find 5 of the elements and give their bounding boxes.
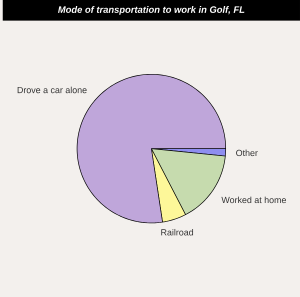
slice-label: Worked at home bbox=[221, 196, 286, 203]
chart-title: Mode of transportation to work in Golf, FL bbox=[58, 6, 244, 15]
slice-label: Other bbox=[236, 149, 258, 156]
slice-label: Drove a car alone bbox=[18, 86, 87, 94]
slice-label: Railroad bbox=[161, 228, 194, 236]
